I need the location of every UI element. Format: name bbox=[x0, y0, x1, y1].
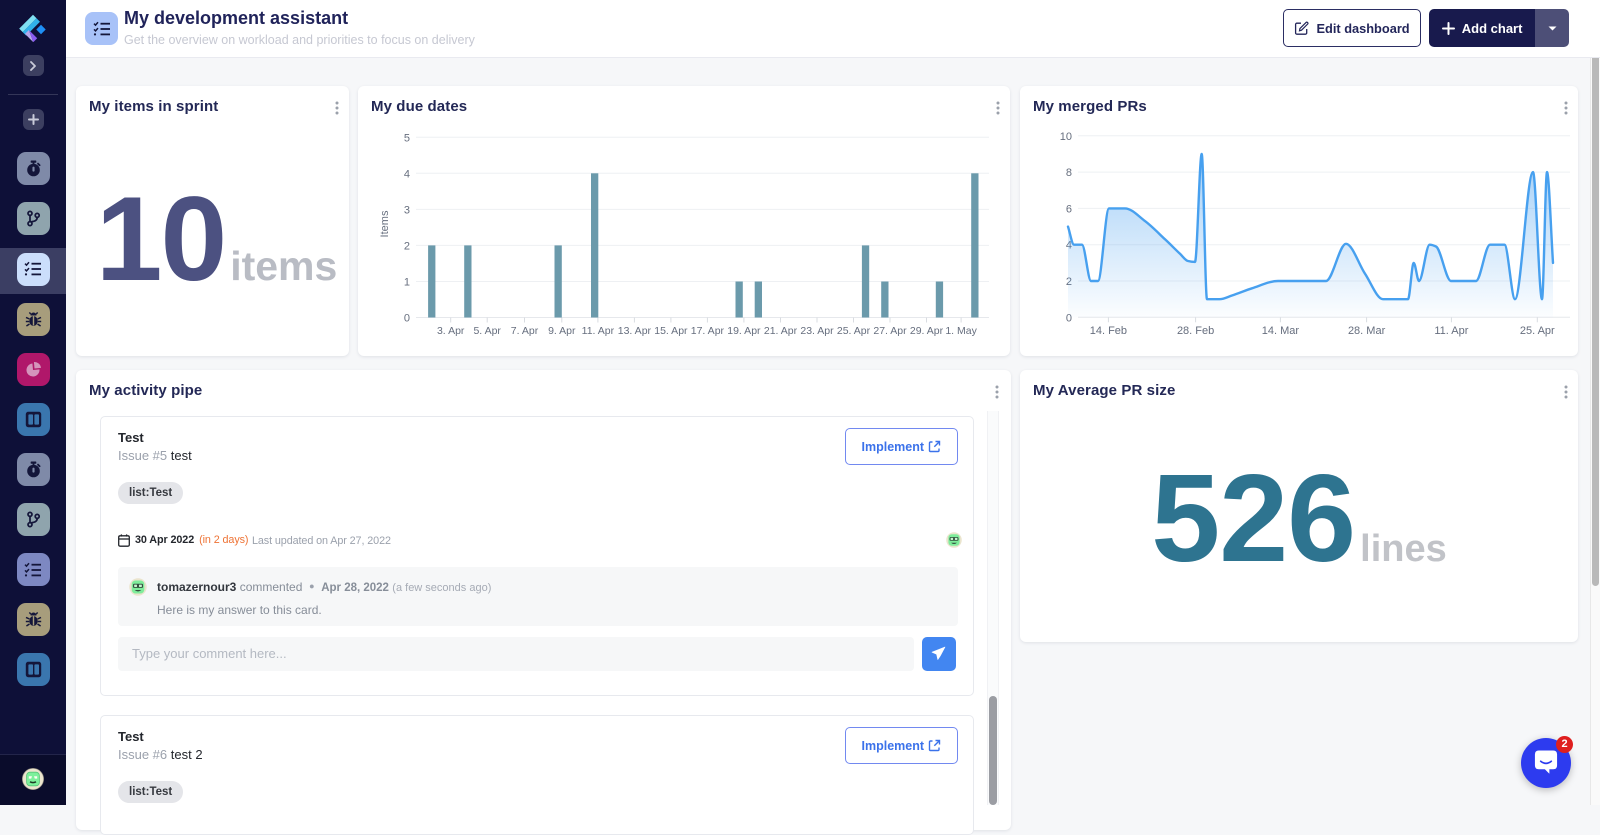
svg-text:14. Feb: 14. Feb bbox=[1090, 325, 1127, 337]
svg-text:5. Apr: 5. Apr bbox=[473, 325, 501, 337]
svg-text:28. Mar: 28. Mar bbox=[1348, 325, 1386, 337]
svg-text:0: 0 bbox=[404, 313, 410, 325]
svg-text:3. Apr: 3. Apr bbox=[437, 325, 465, 337]
svg-text:14. Mar: 14. Mar bbox=[1262, 325, 1300, 337]
svg-text:6: 6 bbox=[1066, 203, 1072, 215]
svg-text:21. Apr: 21. Apr bbox=[764, 325, 798, 337]
svg-text:15. Apr: 15. Apr bbox=[654, 325, 688, 337]
svg-text:25. Apr: 25. Apr bbox=[837, 325, 871, 337]
svg-text:Items: Items bbox=[379, 210, 391, 237]
svg-text:0: 0 bbox=[1066, 312, 1072, 324]
svg-text:8: 8 bbox=[1066, 167, 1072, 179]
svg-text:23. Apr: 23. Apr bbox=[800, 325, 834, 337]
svg-text:17. Apr: 17. Apr bbox=[691, 325, 725, 337]
svg-text:10: 10 bbox=[1060, 131, 1072, 143]
svg-text:3: 3 bbox=[404, 204, 410, 216]
svg-text:9. Apr: 9. Apr bbox=[548, 325, 576, 337]
svg-text:25. Apr: 25. Apr bbox=[1520, 325, 1555, 337]
svg-text:27. Apr: 27. Apr bbox=[873, 325, 907, 337]
svg-text:7. Apr: 7. Apr bbox=[511, 325, 539, 337]
svg-text:1. May: 1. May bbox=[945, 325, 977, 337]
svg-text:11. Apr: 11. Apr bbox=[1434, 325, 1468, 337]
svg-text:29. Apr: 29. Apr bbox=[910, 325, 944, 337]
svg-text:4: 4 bbox=[404, 168, 410, 180]
svg-text:28. Feb: 28. Feb bbox=[1177, 325, 1214, 337]
svg-text:11. Apr: 11. Apr bbox=[582, 325, 615, 337]
svg-text:19. Apr: 19. Apr bbox=[727, 325, 761, 337]
svg-text:13. Apr: 13. Apr bbox=[618, 325, 652, 337]
svg-text:5: 5 bbox=[404, 132, 410, 144]
svg-text:2: 2 bbox=[404, 240, 410, 252]
svg-text:1: 1 bbox=[404, 277, 410, 289]
